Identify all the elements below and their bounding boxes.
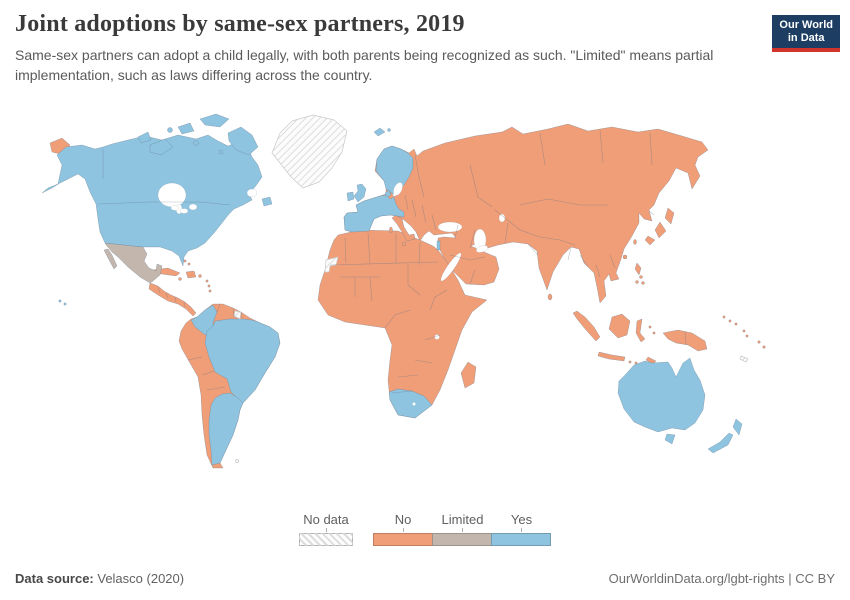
legend-tick [325,528,327,532]
legend-no-data: No data [299,512,353,546]
legend-no-data-swatch[interactable] [299,533,353,546]
regions-limited[interactable] [103,242,163,284]
regions-no-data[interactable] [233,114,749,463]
data-source: Data source: Velasco (2020) [15,571,184,586]
seas [157,182,506,340]
aral-sea [498,213,506,223]
data-source-value: Velasco (2020) [93,571,185,586]
region-sri-lanka[interactable] [547,293,553,301]
region-new-caledonia[interactable] [739,355,749,363]
chart-subtitle: Same-sex partners can adopt a child lega… [15,46,714,83]
lesotho-hole [412,402,416,406]
region-sicily[interactable] [401,241,407,247]
region-indonesia[interactable] [572,310,657,366]
region-western-europe[interactable] [343,194,405,233]
region-tasmania[interactable] [664,433,676,445]
region-baja-california[interactable] [103,248,118,270]
region-japan[interactable] [644,207,675,246]
hudson-bay [157,182,187,208]
region-svalbard[interactable] [373,127,391,137]
region-newfoundland[interactable] [261,196,273,207]
region-sardinia[interactable] [389,226,393,234]
world-map-svg[interactable] [0,105,850,510]
owid-logo-line1: Our World [779,19,833,31]
persian-gulf [476,245,488,253]
world-map[interactable] [0,105,850,510]
legend-tick [402,528,404,532]
owid-logo-line2: in Data [787,32,825,44]
legend-item-no: No [373,512,433,546]
pacific-islands[interactable] [722,315,766,349]
data-source-label: Data source: [15,571,94,586]
region-argentina-uruguay[interactable] [208,392,244,466]
gulf-st-lawrence [246,188,258,198]
country-borders [97,129,687,394]
owid-logo[interactable]: Our World in Data [772,15,840,52]
legend-yes-swatch[interactable] [491,533,551,546]
region-australia[interactable] [617,357,706,433]
region-south-africa[interactable] [388,388,433,419]
great-lake [179,208,189,214]
legend-no-label: No [394,512,412,527]
legend-tick [462,528,463,532]
region-canada-usa[interactable] [41,134,263,267]
regions-yes[interactable] [41,113,743,466]
region-greenland[interactable] [271,114,348,189]
credit-link[interactable]: OurWorldinData.org/lgbt-rights | CC BY [608,571,835,586]
region-israel[interactable] [436,240,441,251]
region-new-zealand-south[interactable] [707,432,734,454]
page-title: Joint adoptions by same-sex partners, 20… [15,11,465,37]
region-united-kingdom[interactable] [353,183,367,203]
legend-no-data-label: No data [303,512,349,527]
region-new-zealand-north[interactable] [732,418,743,436]
region-ireland[interactable] [346,191,355,202]
legend-yes-label: Yes [510,512,533,527]
region-central-america[interactable] [148,282,197,317]
black-sea [437,221,463,233]
legend-limited-label: Limited [441,512,484,527]
region-brazil[interactable] [204,318,281,404]
region-hawaii[interactable] [58,299,67,306]
region-madagascar[interactable] [460,361,477,389]
region-italy[interactable] [391,214,416,242]
great-lake [188,203,198,211]
region-french-guiana[interactable] [233,310,242,320]
region-hispaniola[interactable] [185,270,197,279]
map-legend: No data No Limited Yes [0,512,850,546]
legend-limited-swatch[interactable] [432,533,492,546]
region-philippines[interactable] [634,262,645,285]
legend-bar: No Limited Yes [373,512,551,546]
region-taiwan[interactable] [633,239,637,245]
region-mexico[interactable] [104,242,163,284]
chart-header: Joint adoptions by same-sex partners, 20… [15,10,765,86]
region-falkland-islands[interactable] [235,459,239,463]
legend-item-limited: Limited [432,512,492,546]
region-new-guinea[interactable] [662,329,708,352]
chart-footer: Data source: Velasco (2020) OurWorldinDa… [15,571,835,586]
baltic-sea [393,182,403,196]
great-lake [170,205,180,211]
red-sea [440,252,462,282]
region-hainan[interactable] [622,254,628,260]
legend-no-swatch[interactable] [373,533,433,546]
legend-tick [521,528,522,532]
region-canadian-arctic-islands[interactable] [137,113,259,156]
legend-item-yes: Yes [491,512,551,546]
